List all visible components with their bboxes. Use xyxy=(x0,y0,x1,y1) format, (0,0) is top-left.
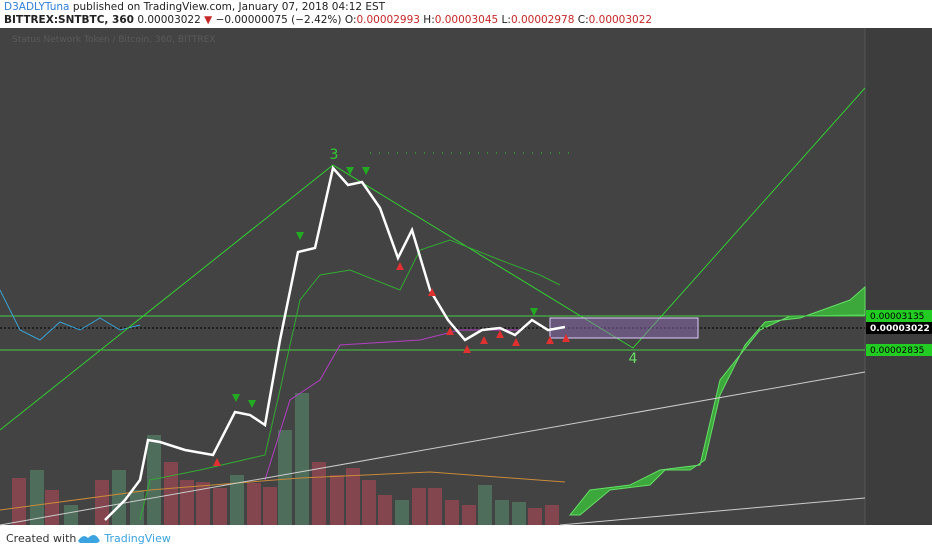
low-label: L: xyxy=(501,14,511,26)
indicator-line xyxy=(0,289,141,341)
price-path xyxy=(104,165,566,521)
watermark: Status Network Token / Bitcoin, 360, BIT… xyxy=(12,35,216,45)
brand[interactable]: TradingView xyxy=(104,532,171,545)
symbol: BITTREX:SNTBTC, 360 xyxy=(4,14,134,26)
volume-ma xyxy=(0,471,566,511)
down-arrow: ▼ xyxy=(204,14,213,26)
trend-line xyxy=(0,371,866,526)
close: 0.00003022 xyxy=(588,14,653,26)
header-line-1: D3ADLYTuna published on TradingView.com,… xyxy=(4,1,652,14)
header: D3ADLYTuna published on TradingView.com,… xyxy=(4,1,652,27)
price-tag: 0.00002835 xyxy=(870,346,924,356)
ma-purple xyxy=(264,329,520,481)
last: 0.00003022 xyxy=(137,14,201,26)
wave-label: 3 xyxy=(330,147,339,163)
buy-markers xyxy=(232,167,538,408)
price-tag: 0.00003135 xyxy=(870,312,924,322)
high-label: H: xyxy=(423,14,435,26)
high: 0.00003045 xyxy=(434,14,499,26)
header-line-2: BITTREX:SNTBTC, 360 0.00003022 ▼ −0.0000… xyxy=(4,14,652,27)
change: −0.00000075 (−2.42%) xyxy=(215,14,342,26)
price-tag-bg xyxy=(866,322,932,334)
price-tag: 0.00003022 xyxy=(870,324,930,334)
price-tag-bg xyxy=(866,344,932,356)
ma-green xyxy=(139,239,561,521)
price-axis xyxy=(865,28,932,525)
cloud xyxy=(568,285,866,516)
target-box xyxy=(549,317,699,339)
volume xyxy=(12,393,559,525)
chart-bg xyxy=(0,28,932,525)
close-label: C: xyxy=(577,14,589,26)
price-tag-bg xyxy=(866,310,932,322)
author[interactable]: D3ADLYTuna xyxy=(4,1,70,13)
wave-label: 4 xyxy=(629,351,638,367)
published: published on TradingView.com, January 07… xyxy=(72,1,386,13)
sell-markers xyxy=(213,262,570,466)
created-with: Created with xyxy=(6,532,77,545)
wave-lines xyxy=(0,87,866,431)
open: 0.00002993 xyxy=(356,14,420,26)
trend-line-2 xyxy=(559,497,866,526)
open-label: O: xyxy=(344,14,357,26)
footer: Created with TradingView xyxy=(6,532,171,545)
low: 0.00002978 xyxy=(510,14,575,26)
